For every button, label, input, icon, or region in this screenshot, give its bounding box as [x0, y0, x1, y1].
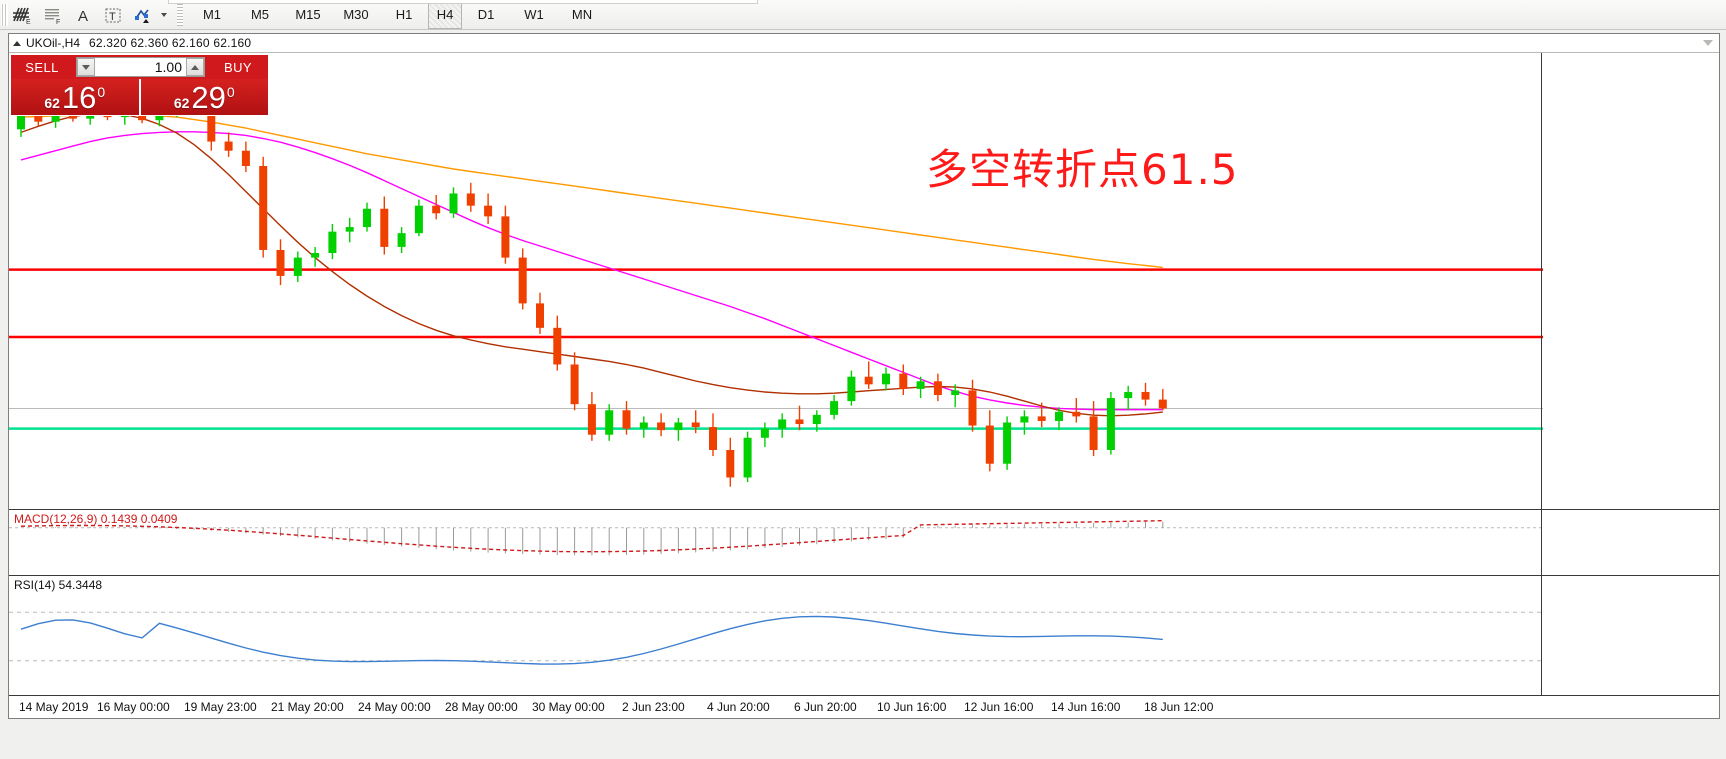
price-chart-svg — [9, 78, 1543, 487]
timeframe-grip[interactable] — [177, 3, 183, 26]
sell-price-fraction: 0 — [97, 83, 106, 100]
timeframe-m15[interactable]: M15 — [295, 7, 321, 22]
time-tick-label: 24 May 00:00 — [358, 700, 431, 714]
main-toolbar: E F A T — [0, 0, 1726, 30]
chart-ohlc-values: 62.320 62.360 62.160 62.160 — [89, 36, 252, 50]
time-tick-label: 30 May 00:00 — [532, 700, 605, 714]
one-click-trade-panel[interactable]: SELL 1.00 BUY 62 16 0 62 29 0 — [10, 54, 269, 116]
time-tick-label: 14 Jun 16:00 — [1051, 700, 1121, 714]
timeframe-m5[interactable]: M5 — [250, 7, 270, 22]
toolbar-grip[interactable] — [1, 3, 8, 26]
buy-button[interactable]: BUY — [224, 59, 252, 75]
rsi-indicator-label: RSI(14) 54.3448 — [14, 578, 103, 592]
chart-header: UKOil-,H4 62.320 62.360 62.160 62.160 — [9, 34, 1719, 53]
time-tick-label: 4 Jun 20:00 — [707, 700, 770, 714]
trade-panel-top-row: SELL 1.00 BUY — [11, 55, 268, 79]
time-tick-label: 21 May 20:00 — [271, 700, 344, 714]
time-tick-label: 28 May 00:00 — [445, 700, 518, 714]
timeframe-m30[interactable]: M30 — [343, 7, 369, 22]
objects-icon[interactable] — [128, 2, 158, 27]
volume-stepper[interactable]: 1.00 — [76, 57, 205, 77]
timeframe-h4[interactable]: H4 — [428, 0, 462, 29]
volume-decrease-button[interactable] — [77, 58, 95, 76]
timeframe-d1[interactable]: D1 — [477, 7, 495, 22]
svg-text:E: E — [26, 19, 31, 25]
timeframe-h1[interactable]: H1 — [395, 7, 413, 22]
chart-symbol-label: UKOil-,H4 — [26, 36, 81, 50]
sell-price-main: 16 — [61, 79, 97, 115]
sell-button[interactable]: SELL — [25, 59, 59, 75]
chart-annotation-text: 多空转折点61.5 — [926, 145, 1239, 194]
buy-price-cell[interactable]: 62 29 0 — [138, 79, 268, 115]
macd-pane[interactable]: MACD(12,26,9) 0.1439 0.0409 — [9, 509, 1719, 575]
timeframe-m1[interactable]: M1 — [202, 7, 222, 22]
buy-price-main: 29 — [191, 79, 226, 115]
svg-text:A: A — [78, 8, 88, 25]
price-pane[interactable] — [9, 53, 1719, 508]
indicators-icon[interactable]: E — [8, 2, 38, 27]
buy-price-fraction: 0 — [226, 83, 235, 100]
trade-panel-price-row: 62 16 0 62 29 0 — [11, 79, 268, 115]
objects-dropdown-caret[interactable] — [161, 12, 167, 17]
time-tick-label: 2 Jun 23:00 — [622, 700, 685, 714]
timeframe-w1[interactable]: W1 — [524, 7, 544, 22]
time-tick-label: 19 May 23:00 — [184, 700, 257, 714]
macd-chart-svg — [9, 520, 1543, 556]
chart-window: UKOil-,H4 62.320 62.360 62.160 62.160 MA… — [8, 33, 1720, 719]
chart-plot-area: MACD(12,26,9) 0.1439 0.0409 RSI(14) 54.3… — [9, 53, 1719, 718]
time-tick-label: 10 Jun 16:00 — [877, 700, 947, 714]
status-bar — [0, 747, 1726, 759]
chart-expand-icon[interactable] — [13, 40, 21, 46]
fullscreen-icon[interactable]: F — [38, 2, 68, 27]
timeframe-mn[interactable]: MN — [571, 7, 593, 22]
toolbar-tab-stub — [168, 0, 758, 4]
sell-price-cell[interactable]: 62 16 0 — [11, 79, 139, 115]
text-label-icon[interactable]: T — [98, 2, 128, 27]
macd-indicator-label: MACD(12,26,9) 0.1439 0.0409 — [14, 512, 178, 526]
text-tool-icon[interactable]: A — [68, 2, 98, 27]
rsi-chart-svg — [9, 611, 1543, 665]
time-tick-label: 16 May 00:00 — [97, 700, 170, 714]
sell-price-prefix: 62 — [44, 94, 60, 111]
volume-increase-button[interactable] — [186, 58, 204, 76]
time-tick-label: 6 Jun 20:00 — [794, 700, 857, 714]
time-tick-label: 18 Jun 12:00 — [1144, 700, 1214, 714]
time-tick-label: 14 May 2019 — [19, 700, 89, 714]
svg-text:T: T — [109, 11, 116, 23]
time-tick-label: 12 Jun 16:00 — [964, 700, 1034, 714]
time-axis[interactable]: 14 May 2019 16 May 00:00 19 May 23:00 21 Ma… — [9, 695, 1719, 718]
chart-minimize-icon[interactable] — [1703, 40, 1713, 46]
buy-price-prefix: 62 — [173, 94, 190, 111]
rsi-pane[interactable]: RSI(14) 54.3448 — [9, 575, 1719, 697]
svg-text:F: F — [56, 19, 60, 25]
volume-input[interactable]: 1.00 — [154, 59, 182, 75]
